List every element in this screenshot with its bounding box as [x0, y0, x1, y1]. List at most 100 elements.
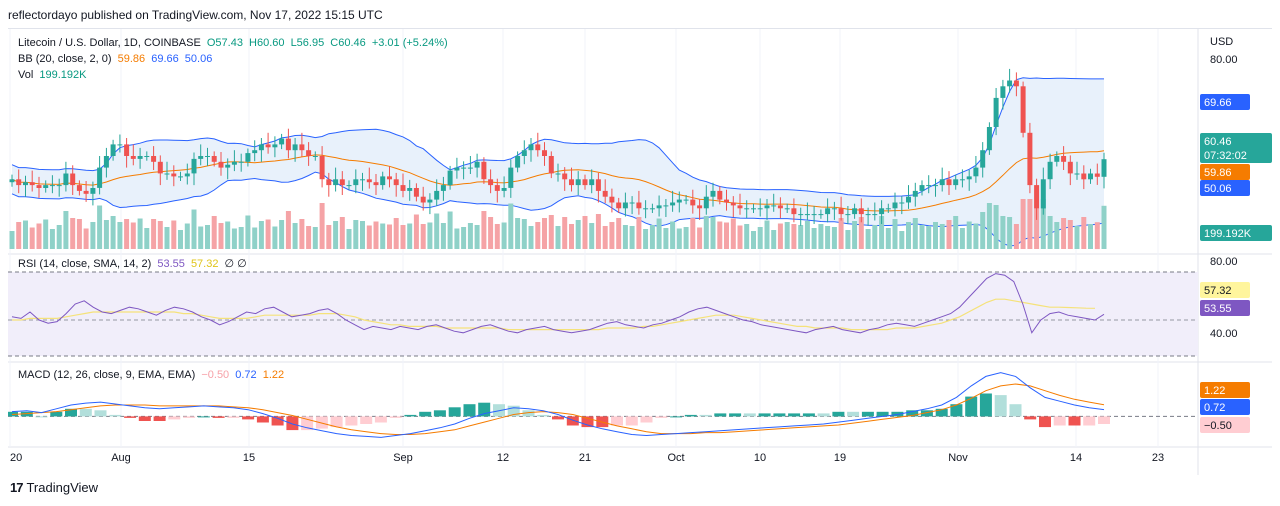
volume-bar	[481, 211, 487, 249]
candle-body	[319, 156, 325, 180]
candle-body	[43, 185, 49, 188]
volume-bar	[393, 218, 399, 249]
macd-hist-bar	[478, 402, 491, 417]
candle-body	[151, 156, 157, 162]
candle-body	[191, 158, 197, 174]
volume-bar	[488, 217, 494, 249]
candle-body	[670, 202, 676, 206]
volume-bar	[703, 216, 709, 249]
volume-bar	[434, 213, 440, 249]
volume-bar	[1081, 217, 1087, 249]
chart-frame[interactable]: 20 Aug 15 Sep 12 21 Oct 10 19 Nov 14 23 USD 80.00 69.6…	[8, 28, 1272, 475]
macd-hist-bar	[950, 404, 963, 417]
volume-bar	[427, 222, 433, 249]
candle-body	[184, 173, 190, 177]
volume-bar	[1013, 224, 1019, 249]
candle-body	[481, 161, 487, 180]
vol-legend: Vol 199.192K	[18, 69, 89, 81]
volume-bar	[858, 217, 864, 249]
volume-bar	[83, 228, 89, 249]
badge-bb-lower: 50.06	[1204, 183, 1232, 195]
candle-body	[1101, 159, 1107, 177]
rsi-ma-value: 57.32	[190, 258, 219, 270]
volume-bar	[1088, 224, 1093, 249]
candle-body	[764, 205, 770, 209]
macd-hist-bar	[360, 416, 373, 424]
candle-body	[49, 185, 55, 187]
candle-body	[602, 190, 608, 197]
symbol-title: Litecoin / U.S. Dollar, 1D, COINBASE	[18, 37, 201, 49]
candle-body	[16, 179, 22, 186]
bb-lower-value: 50.06	[184, 53, 213, 65]
candle-body	[272, 144, 278, 148]
volume-bar	[1034, 208, 1040, 249]
volume-bar	[360, 221, 365, 249]
volume-bar	[117, 222, 123, 249]
volume-bar	[683, 227, 689, 249]
macd-hist-bar	[374, 416, 387, 423]
badge-price: 60.46	[1204, 136, 1232, 148]
candle-body	[656, 205, 662, 209]
volume-bar	[670, 221, 676, 249]
candle-body	[103, 156, 109, 168]
rsi-extra: ∅ ∅	[224, 258, 247, 270]
candle-body	[1047, 161, 1053, 180]
tradingview-logo[interactable]: 17 TradingView	[10, 480, 98, 495]
macd-hist-bar	[153, 416, 166, 421]
candle-body	[373, 182, 379, 186]
macd-hist-bar	[640, 416, 653, 423]
candle-body	[285, 138, 291, 151]
volume-bar	[589, 223, 595, 249]
candle-body	[845, 214, 851, 216]
volume-bar	[413, 214, 419, 249]
badge-bb-lower-bg	[1200, 180, 1250, 196]
volume-bar	[933, 222, 938, 249]
volume-bar	[103, 220, 109, 249]
candle-body	[90, 188, 96, 194]
volume-bar	[798, 225, 804, 249]
chart-canvas[interactable]: 20 Aug 15 Sep 12 21 Oct 10 19 Nov 14 23 USD 80.00 69.6…	[8, 29, 1272, 475]
volume-bar	[467, 223, 473, 249]
candle-body	[953, 179, 959, 186]
macd-hist-bar	[212, 416, 225, 418]
volume-bar	[56, 225, 62, 249]
macd-hist-bar	[109, 414, 122, 417]
x-tick-label: 20	[10, 452, 22, 464]
candle-body	[292, 144, 298, 151]
macd-hist-bar	[1068, 416, 1081, 426]
volume-bar	[946, 220, 952, 249]
candle-body	[346, 185, 352, 187]
macd-hist-bar	[729, 413, 742, 417]
volume-bar	[912, 218, 918, 249]
volume-bar	[804, 221, 810, 249]
macd-signal-value: 1.22	[262, 369, 285, 381]
macd-hist-bar	[847, 411, 860, 417]
candle-body	[818, 214, 824, 216]
macd-hist-bar	[286, 416, 299, 431]
volume-bar	[366, 225, 372, 249]
volume-bar	[757, 227, 763, 249]
macd-hist-bar	[315, 416, 328, 429]
candle-body	[360, 179, 365, 181]
volume-bar	[339, 217, 345, 249]
candle-body	[1074, 173, 1080, 175]
macd-hist-bar	[920, 410, 933, 417]
candle-body	[791, 208, 797, 215]
volume-bar	[501, 222, 507, 249]
volume-bar	[636, 217, 642, 249]
candle-body	[97, 167, 103, 188]
macd-hist-value: −0.50	[201, 369, 230, 381]
volume-bar	[157, 221, 163, 249]
candle-body	[872, 214, 878, 216]
candle-body	[939, 179, 945, 186]
candle-body	[784, 208, 790, 210]
volume-bar	[454, 228, 460, 249]
volume-bar	[494, 224, 500, 249]
macd-hist-bar	[50, 411, 63, 417]
volume-bar	[980, 212, 986, 249]
candle-body	[804, 214, 810, 216]
candle-body	[973, 167, 979, 177]
price-axis-tick: 80.00	[1210, 54, 1238, 66]
macd-hist-bar	[699, 414, 712, 417]
candle-body	[649, 208, 655, 210]
